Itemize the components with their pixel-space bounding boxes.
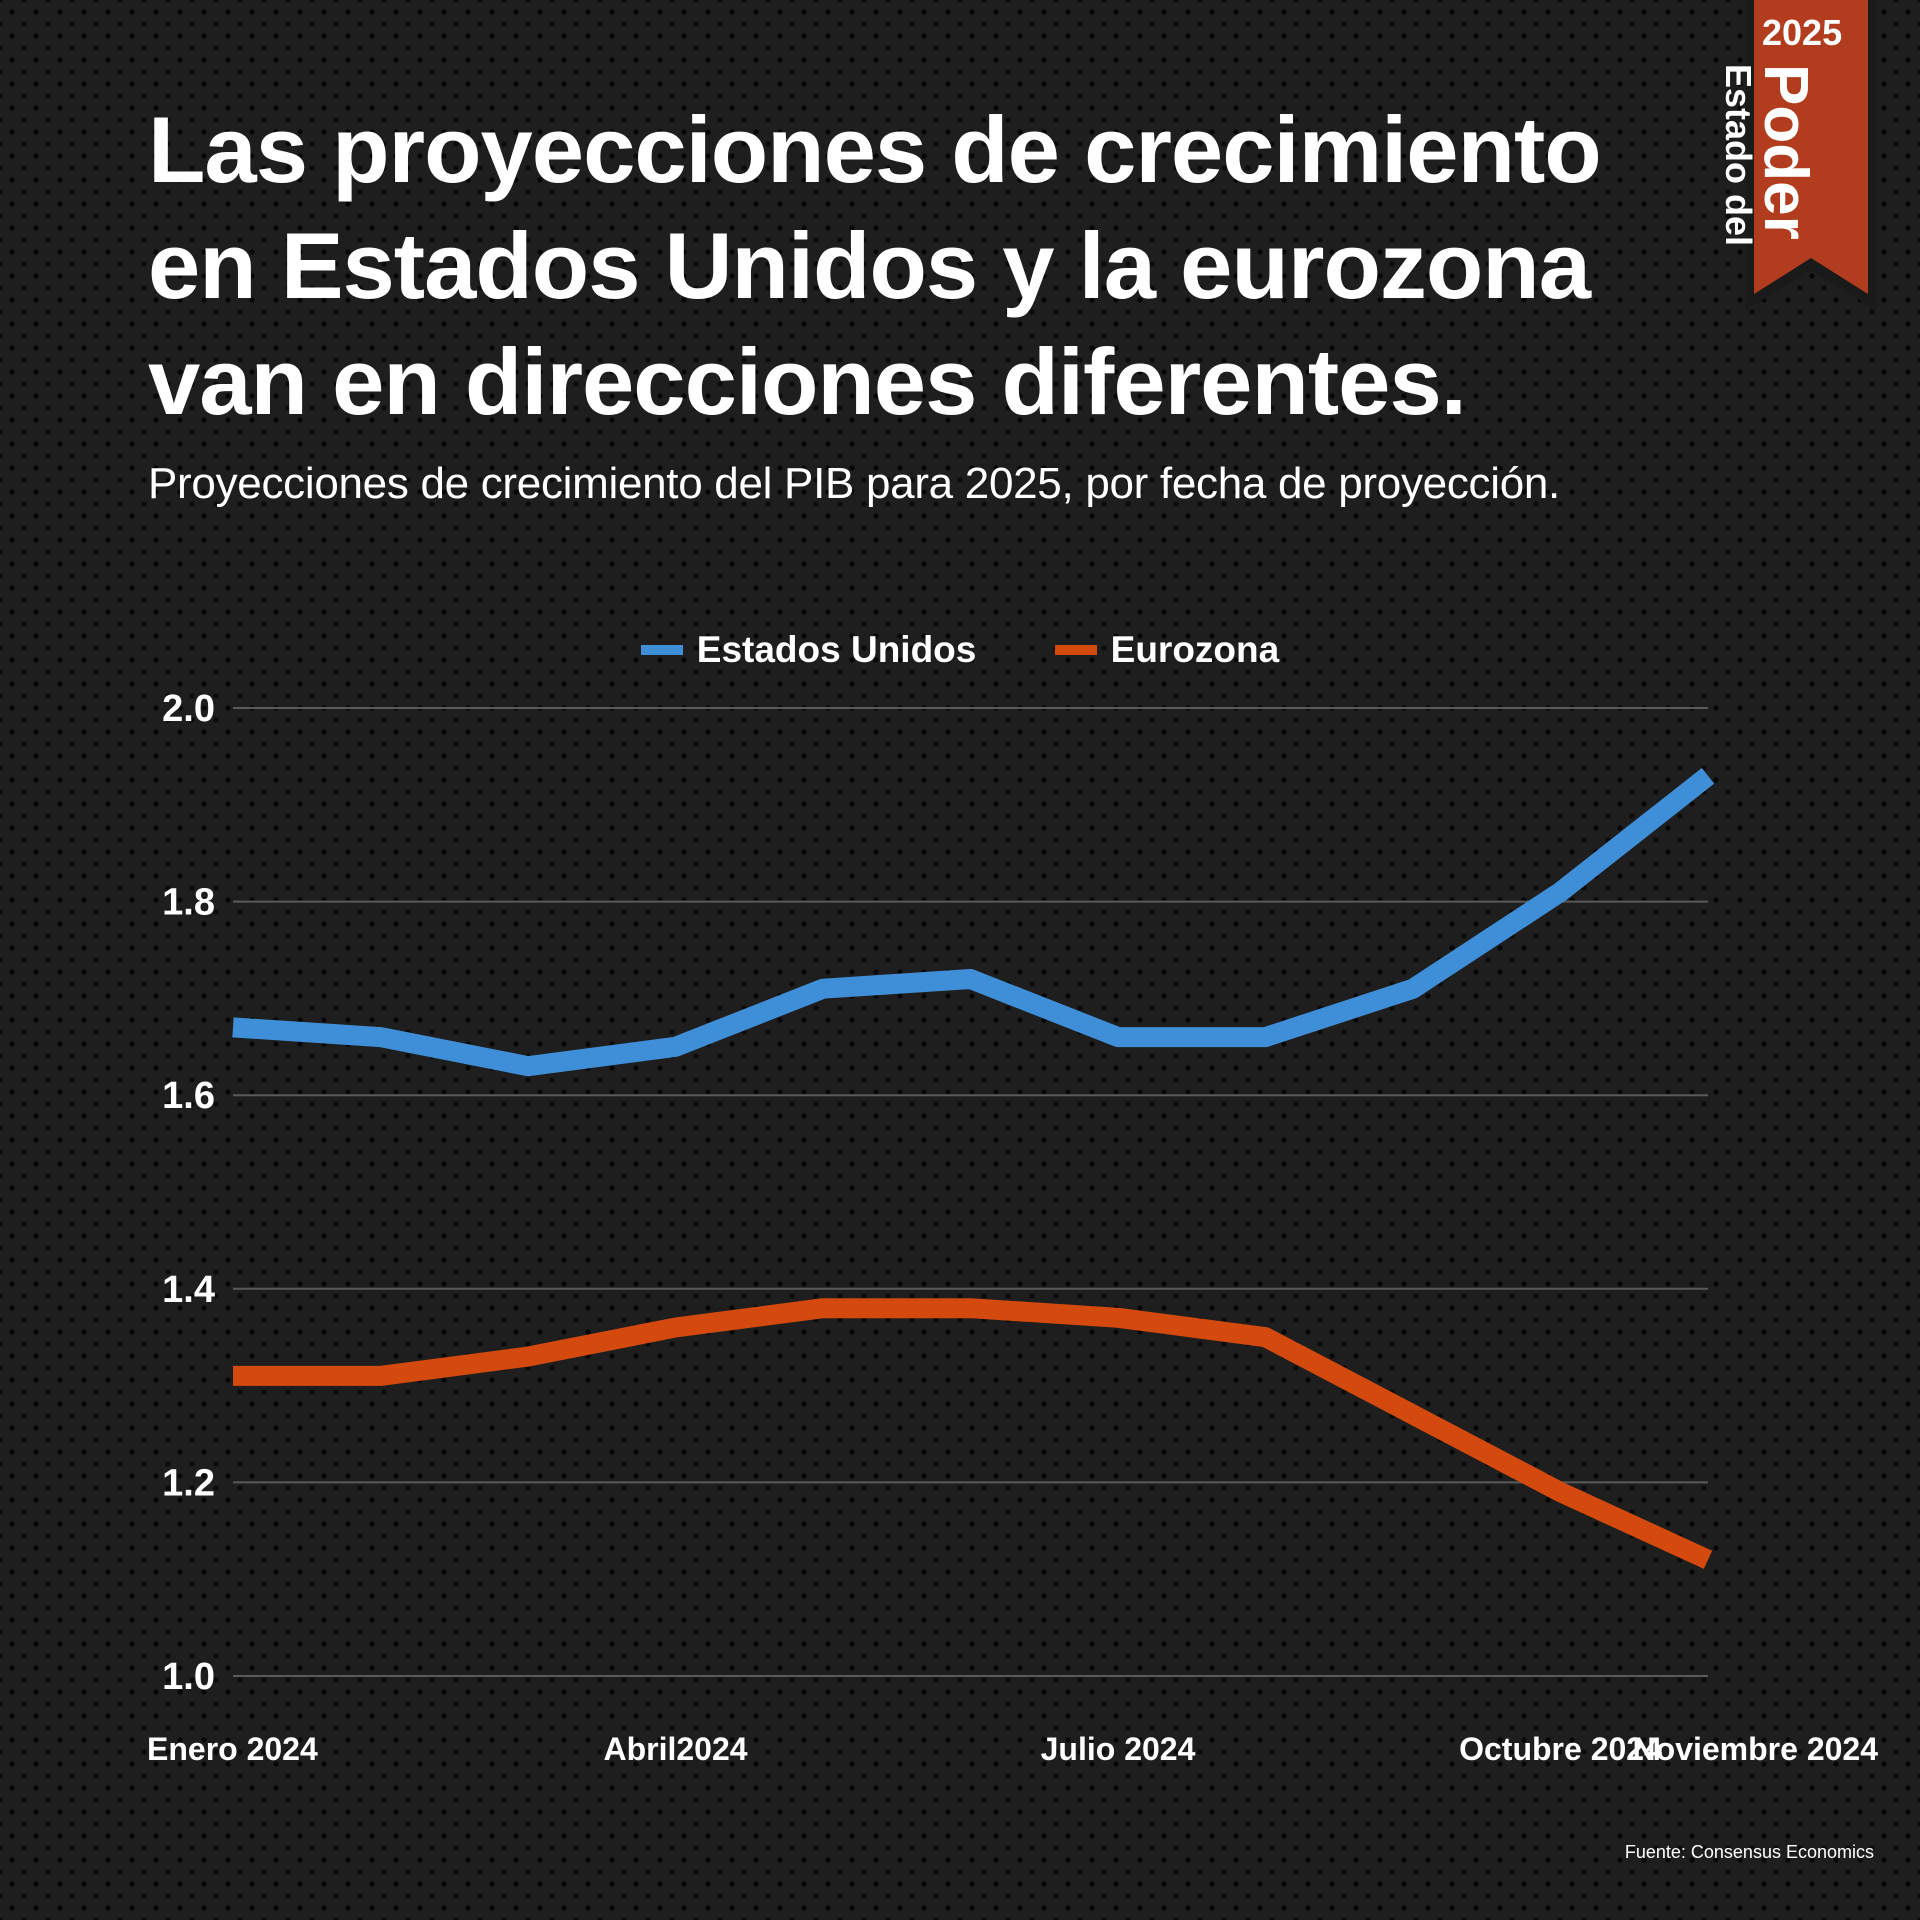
chart-legend: Estados Unidos Eurozona — [0, 622, 1920, 671]
source-note: Fuente: Consensus Economics — [1624, 1842, 1874, 1862]
legend-label-eu: Eurozona — [1110, 629, 1280, 670]
y-tick-label: 1.4 — [162, 1269, 215, 1311]
x-tick-label: Noviembre 2024 — [1633, 1731, 1879, 1767]
y-tick-label: 2.0 — [162, 688, 215, 730]
legend-swatch-us — [640, 645, 683, 655]
series-line-us — [232, 767, 1715, 1077]
x-tick-label: Octubre 2024 — [1459, 1731, 1662, 1767]
series-line-eu — [233, 1298, 1713, 1569]
y-tick-label: 1.6 — [162, 1075, 215, 1117]
legend-item-us: Estados Unidos — [640, 629, 977, 671]
y-tick-label: 1.2 — [162, 1462, 215, 1504]
legend-label-us: Estados Unidos — [696, 629, 977, 670]
y-tick-label: 1.0 — [162, 1656, 215, 1698]
chart-title: Las proyecciones de crecimiento en Estad… — [148, 97, 1602, 434]
ribbon-shape — [1746, 0, 1876, 312]
x-tick-label: Julio 2024 — [1041, 1731, 1196, 1767]
legend-item-eu: Eurozona — [1054, 629, 1280, 671]
chart-subtitle: Proyecciones de crecimiento del PIB para… — [148, 459, 1560, 508]
badge-year: 2025 — [1762, 12, 1843, 53]
x-tick-label: Abril2024 — [603, 1731, 747, 1767]
y-tick-label: 1.8 — [162, 882, 215, 924]
legend-swatch-eu — [1054, 645, 1097, 655]
x-tick-label: Enero 2024 — [147, 1731, 318, 1767]
